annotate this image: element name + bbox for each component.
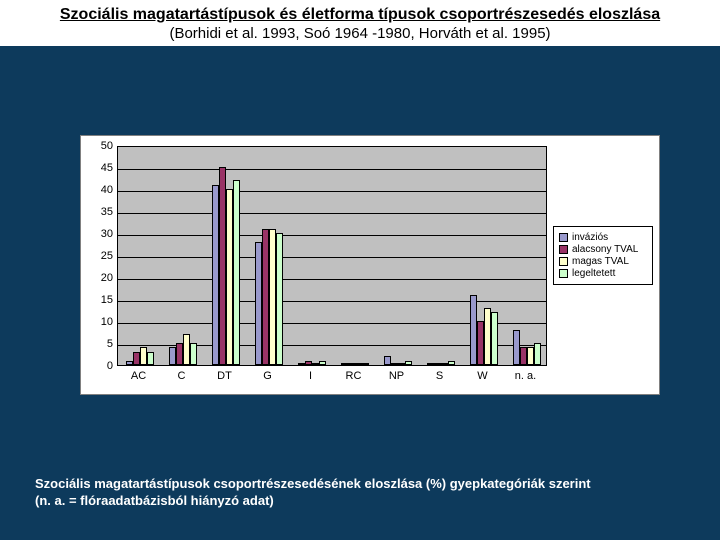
bar (126, 361, 133, 365)
bar (269, 229, 276, 365)
y-tick-label: 40 (83, 184, 113, 196)
y-tick-label: 25 (83, 250, 113, 262)
footer-line1: Szociális magatartástípusok csoportrésze… (35, 476, 685, 493)
y-tick-label: 35 (83, 206, 113, 218)
x-tick-label: G (263, 370, 272, 382)
x-tick-label: NP (389, 370, 404, 382)
bar (362, 363, 369, 365)
bar (319, 361, 326, 365)
bar (212, 185, 219, 365)
bar (341, 363, 348, 365)
bar (427, 363, 434, 365)
bar (391, 363, 398, 365)
bar (262, 229, 269, 365)
x-tick-label: I (309, 370, 312, 382)
bar (398, 363, 405, 365)
bar (405, 361, 412, 365)
x-tick-label: AC (131, 370, 146, 382)
y-tick-label: 0 (83, 360, 113, 372)
y-tick-label: 45 (83, 162, 113, 174)
bar (219, 167, 226, 365)
bar (140, 347, 147, 365)
bar (147, 352, 154, 365)
legend: inváziós alacsony TVAL magas TVAL legelt… (553, 226, 653, 285)
y-tick-label: 30 (83, 228, 113, 240)
bar (520, 347, 527, 365)
bar (384, 356, 391, 365)
bar (477, 321, 484, 365)
legend-label: legeltetett (572, 268, 615, 279)
x-tick-label: C (178, 370, 186, 382)
header: Szociális magatartástípusok és életforma… (0, 0, 720, 46)
bar (348, 363, 355, 365)
bar (484, 308, 491, 365)
gridline (118, 257, 546, 258)
bar (470, 295, 477, 365)
bar (513, 330, 520, 365)
gridline (118, 279, 546, 280)
legend-item: inváziós (559, 232, 647, 243)
legend-item: magas TVAL (559, 256, 647, 267)
gridline (118, 235, 546, 236)
gridline (118, 301, 546, 302)
x-tick-label: n. a. (515, 370, 536, 382)
bar (441, 363, 448, 365)
x-tick-label: W (477, 370, 487, 382)
legend-swatch-icon (559, 269, 568, 278)
bar (133, 352, 140, 365)
bar (491, 312, 498, 365)
bar (169, 347, 176, 365)
legend-swatch-icon (559, 257, 568, 266)
bar (176, 343, 183, 365)
legend-label: alacsony TVAL (572, 244, 638, 255)
bar (527, 347, 534, 365)
bar (434, 363, 441, 365)
footer-caption: Szociális magatartástípusok csoportrésze… (35, 476, 685, 510)
gridline (118, 191, 546, 192)
bar (312, 363, 319, 365)
bar (534, 343, 541, 365)
legend-label: inváziós (572, 232, 608, 243)
y-tick-label: 15 (83, 294, 113, 306)
x-tick-label: S (436, 370, 443, 382)
footer-line2: (n. a. = flóraadatbázisból hiányzó adat) (35, 493, 685, 510)
bar (355, 363, 362, 365)
bar (226, 189, 233, 365)
y-tick-label: 5 (83, 338, 113, 350)
legend-label: magas TVAL (572, 256, 629, 267)
x-tick-label: RC (346, 370, 362, 382)
bar (298, 363, 305, 365)
title-sub: (Borhidi et al. 1993, Soó 1964 -1980, Ho… (10, 25, 710, 42)
legend-swatch-icon (559, 245, 568, 254)
bar (190, 343, 197, 365)
plot-area (117, 146, 547, 366)
y-tick-label: 10 (83, 316, 113, 328)
legend-swatch-icon (559, 233, 568, 242)
x-tick-label: DT (217, 370, 232, 382)
bar (183, 334, 190, 365)
legend-item: legeltetett (559, 268, 647, 279)
legend-item: alacsony TVAL (559, 244, 647, 255)
bar (276, 233, 283, 365)
chart-container: inváziós alacsony TVAL magas TVAL legelt… (80, 135, 660, 395)
bar (255, 242, 262, 365)
bar (305, 361, 312, 365)
title-main: Szociális magatartástípusok és életforma… (10, 6, 710, 24)
bar (233, 180, 240, 365)
gridline (118, 169, 546, 170)
gridline (118, 213, 546, 214)
bar (448, 361, 455, 365)
y-tick-label: 20 (83, 272, 113, 284)
y-tick-label: 50 (83, 140, 113, 152)
